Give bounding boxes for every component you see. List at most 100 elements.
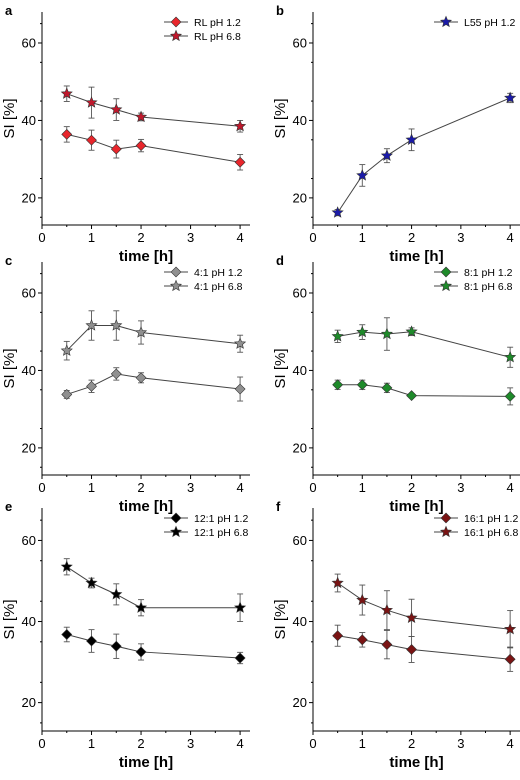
y-tick-label: 40 [22, 614, 36, 629]
data-point [110, 368, 122, 380]
data-point [356, 593, 369, 606]
legend-label: 8:1 pH 1.2 [464, 267, 513, 279]
x-tick-label: 0 [309, 480, 316, 495]
data-point [85, 96, 98, 108]
x-tick-label: 4 [236, 480, 243, 495]
series-1 [331, 91, 517, 218]
data-point [504, 350, 517, 363]
data-point [380, 149, 393, 161]
data-point [405, 611, 418, 624]
data-point [86, 380, 97, 392]
x-tick-label: 2 [137, 480, 144, 495]
series-1 [61, 626, 246, 665]
x-tick-label: 3 [187, 736, 194, 751]
panel-f: 20 40 60 0 1 2 3 4 time [h] SI [%] f 16:1 pH 1.2 16:… [272, 499, 520, 771]
legend-label: 12:1 pH 1.2 [194, 513, 248, 525]
legend-marker [440, 266, 452, 278]
data-point [331, 206, 344, 218]
y-axis-label: SI [%] [272, 348, 289, 388]
y-axis-label: SI [%] [1, 599, 18, 639]
data-point [504, 653, 516, 665]
x-axis-label: time [h] [389, 498, 443, 515]
y-tick-label: 60 [293, 533, 307, 548]
data-point [356, 634, 368, 646]
legend-label: RL pH 1.2 [194, 17, 241, 29]
y-tick-label: 40 [22, 113, 36, 128]
data-point [135, 140, 147, 152]
legend-marker [170, 16, 182, 28]
data-point [504, 91, 517, 104]
legend-marker [169, 29, 183, 42]
legend-marker [439, 15, 453, 28]
x-tick-label: 0 [38, 736, 45, 751]
x-tick-label: 2 [408, 736, 415, 751]
x-tick-label: 0 [38, 480, 45, 495]
data-point [60, 560, 73, 572]
data-point [60, 87, 73, 99]
y-tick-label: 20 [22, 190, 36, 205]
series-line [337, 97, 511, 213]
legend-label: 12:1 pH 6.8 [194, 527, 248, 539]
y-tick-label: 60 [22, 533, 36, 548]
panel-label: f [276, 499, 281, 514]
data-point [110, 103, 123, 115]
panel-label: d [276, 253, 284, 268]
data-point [135, 646, 147, 658]
panel-c: 20 40 60 0 1 2 3 4 time [h] SI [%] c 4:1 pH 1.2 4:1 … [1, 253, 250, 515]
panel-a: 20 40 60 0 1 2 3 4 time [h] SI [%] a RL pH 1.2 RL pH… [1, 3, 250, 265]
x-tick-label: 4 [236, 230, 243, 245]
y-tick-label: 20 [293, 695, 307, 710]
data-point [504, 390, 516, 402]
data-point [381, 639, 393, 651]
legend-label: 16:1 pH 1.2 [464, 513, 518, 525]
data-point [135, 372, 147, 384]
data-point [134, 326, 148, 338]
data-point [234, 119, 247, 132]
x-tick-label: 3 [187, 230, 194, 245]
series-1 [61, 367, 246, 402]
x-tick-label: 4 [507, 230, 514, 245]
x-tick-label: 0 [309, 230, 316, 245]
data-point [134, 110, 148, 123]
y-axis-label: SI [%] [1, 348, 18, 388]
data-point [110, 587, 123, 600]
series-2 [60, 310, 247, 361]
x-tick-label: 1 [88, 736, 95, 751]
x-axis-label: time [h] [119, 248, 173, 265]
x-tick-label: 2 [408, 230, 415, 245]
data-point [331, 329, 344, 342]
data-point [380, 327, 393, 340]
data-point [86, 134, 97, 146]
y-tick-label: 40 [293, 113, 307, 128]
x-tick-label: 1 [88, 480, 95, 495]
panel-label: c [5, 253, 12, 268]
x-tick-label: 2 [137, 230, 144, 245]
data-point [504, 622, 517, 635]
x-tick-label: 1 [359, 230, 366, 245]
panel-d: 20 40 60 0 1 2 3 4 time [h] SI [%] d 8:1 pH 1.2 8:1 … [272, 253, 520, 515]
x-tick-label: 3 [457, 480, 464, 495]
legend-label: 4:1 pH 6.8 [194, 281, 243, 293]
x-axis-label: time [h] [389, 754, 443, 771]
legend-label: RL pH 6.8 [194, 31, 241, 43]
x-axis-label: time [h] [119, 754, 173, 771]
data-point [356, 379, 368, 391]
series-2 [331, 573, 517, 649]
series-1 [332, 624, 516, 672]
y-tick-label: 60 [293, 35, 307, 50]
x-tick-label: 0 [38, 230, 45, 245]
x-tick-label: 2 [137, 736, 144, 751]
legend-marker [169, 525, 183, 538]
data-point [234, 156, 246, 168]
data-point [110, 319, 123, 331]
legend-label: 8:1 pH 6.8 [464, 281, 513, 293]
legend-marker [439, 279, 453, 292]
data-point [86, 635, 97, 647]
data-point [134, 601, 148, 613]
data-point [380, 603, 393, 616]
x-tick-label: 1 [88, 230, 95, 245]
legend-marker [170, 512, 182, 524]
legend-marker [439, 525, 453, 538]
data-point [356, 169, 369, 181]
x-tick-label: 4 [236, 736, 243, 751]
